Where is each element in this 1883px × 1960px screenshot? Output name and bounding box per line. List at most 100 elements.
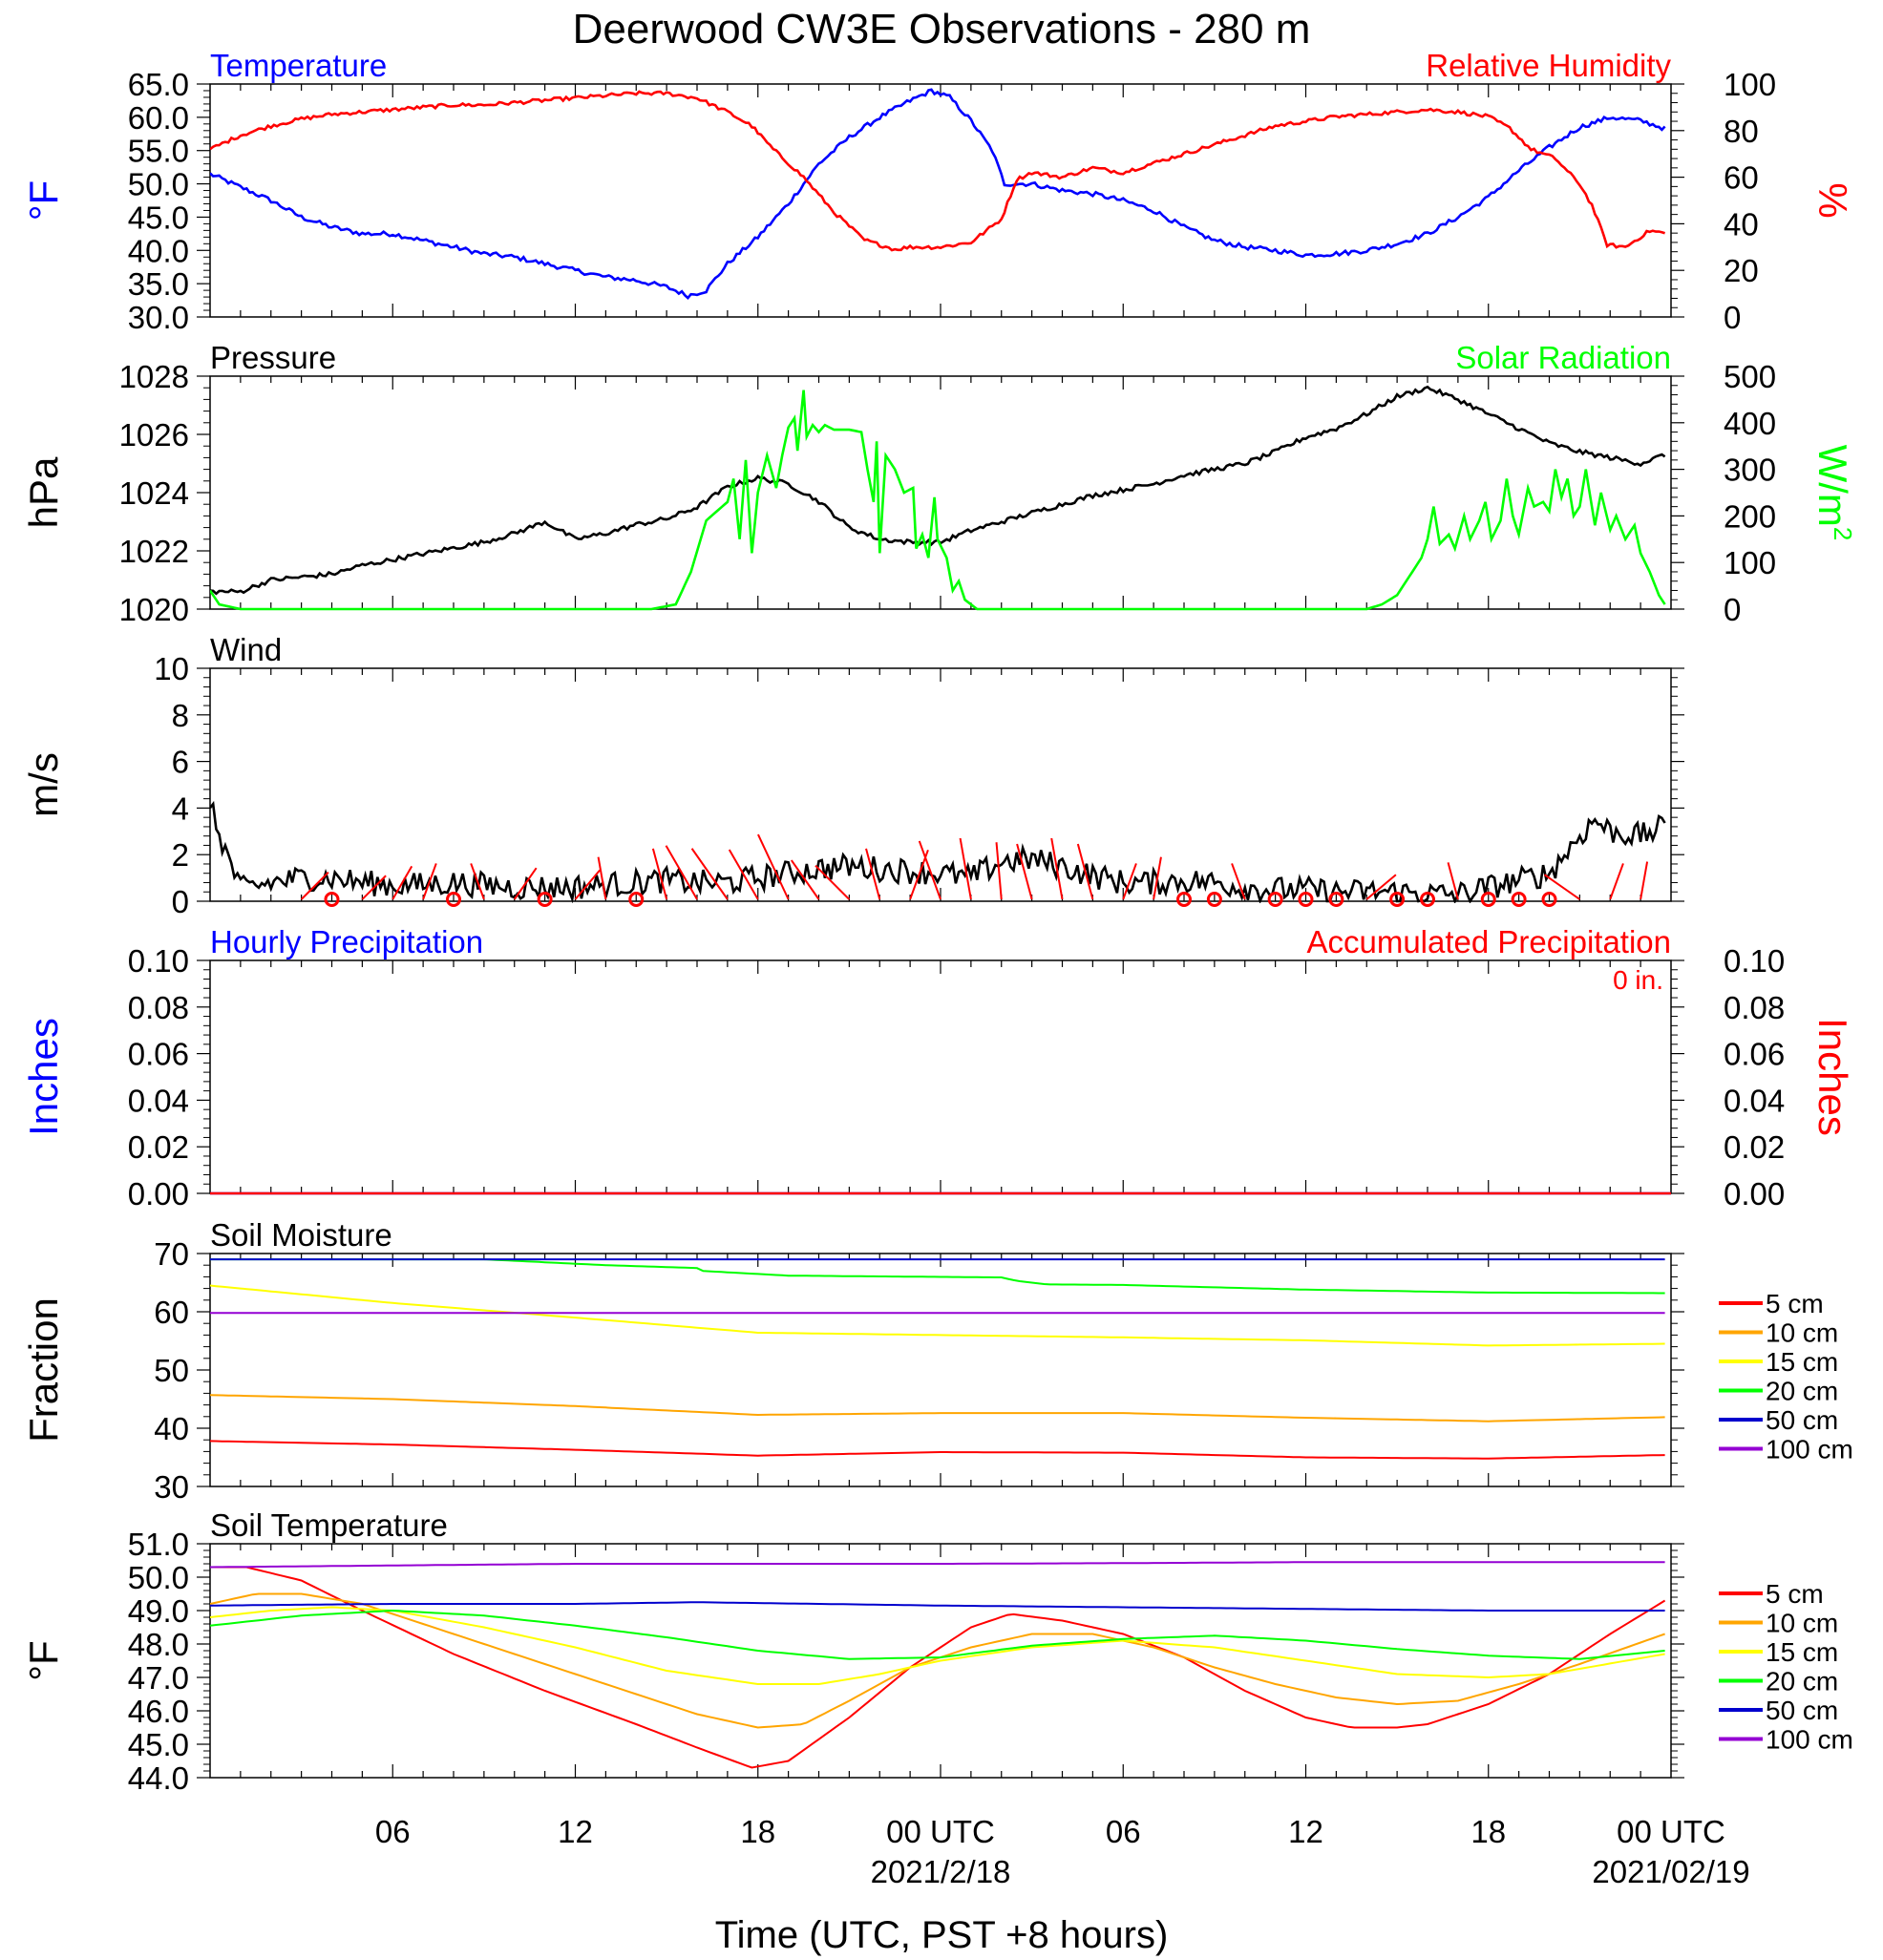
y-axis-title-right: W/m2 (1810, 445, 1857, 541)
wind-barb (1016, 843, 1033, 900)
y-right-tick-label: 40 (1724, 206, 1759, 242)
y-axis-title-left: Inches (21, 1018, 66, 1136)
y-left-tick-label: 1026 (119, 417, 189, 453)
panel-title-left: Hourly Precipitation (210, 924, 483, 959)
panel-title-left: Wind (210, 632, 282, 667)
legend-label: 10 cm (1766, 1318, 1838, 1348)
calm-wind-marker (537, 892, 553, 907)
wind-barb (757, 833, 790, 900)
x-tick-label: 18 (1470, 1814, 1506, 1849)
legend-label: 10 cm (1766, 1609, 1838, 1638)
y-left-tick-label: 40 (154, 1411, 189, 1446)
y-left-tick-label: 1020 (119, 592, 189, 627)
legend-label: 50 cm (1766, 1405, 1838, 1435)
y-left-tick-label: 44.0 (128, 1760, 189, 1796)
y-right-tick-label: 400 (1724, 406, 1776, 441)
panel-temp-rh: 30.035.040.045.050.055.060.065.0 0 20 40 60 8… (21, 48, 1855, 335)
panel-title-left: Soil Temperature (210, 1507, 448, 1543)
wind-barb (1365, 874, 1397, 900)
panel-title-right: Relative Humidity (1426, 48, 1671, 83)
plot-frame (209, 83, 1672, 318)
y-right-tick-label: 80 (1724, 114, 1759, 149)
y-axis-title-right: % (1810, 182, 1855, 218)
panel-title-left: Soil Moisture (210, 1217, 392, 1253)
wind-barb (597, 856, 607, 900)
series-line-15-cm (210, 1284, 1665, 1347)
y-left-tick-label: 0.10 (128, 943, 189, 979)
calm-wind-marker (324, 892, 340, 907)
y-left-tick-label: 4 (172, 790, 189, 826)
wind-barb (513, 867, 538, 900)
wind-barb (918, 840, 942, 900)
plot-frame (209, 667, 1672, 902)
y-axis-title-right-text: W/m (1810, 445, 1855, 527)
series-line-5-cm (210, 1440, 1665, 1460)
x-date-label: 2021/2/18 (871, 1854, 1011, 1889)
series-line-pressure (210, 385, 1666, 596)
calm-wind-marker (1389, 892, 1406, 907)
accumulated-total-label: 0 in. (1613, 965, 1663, 995)
calm-wind-marker (628, 892, 645, 907)
calm-wind-marker (1541, 892, 1557, 907)
y-left-tick-label: 2 (172, 837, 189, 873)
wind-barb (574, 869, 601, 900)
plot-frame (209, 959, 1672, 1194)
y-left-tick-label: 0.06 (128, 1037, 189, 1072)
series-line-50-cm (210, 1601, 1665, 1612)
y-left-tick-label: 30 (154, 1469, 189, 1505)
y-left-tick-label: 1022 (119, 534, 189, 569)
y-right-tick-label: 200 (1724, 498, 1776, 534)
y-left-tick-label: 51.0 (128, 1527, 189, 1562)
legend-label: 100 cm (1766, 1725, 1853, 1755)
y-left-tick-label: 60.0 (128, 100, 189, 136)
figure-title: Deerwood CW3E Observations - 280 m (573, 6, 1311, 53)
panels: 30.035.040.045.050.055.060.065.002040608… (21, 48, 1857, 1796)
wind-barb (791, 859, 820, 900)
series-line-20-cm (210, 1609, 1665, 1660)
y-right-tick-label: 0.06 (1724, 1037, 1785, 1072)
calm-wind-marker (1298, 892, 1314, 907)
wind-barb (1122, 863, 1137, 900)
wind-barb (665, 845, 698, 900)
calm-wind-marker (1480, 892, 1496, 907)
y-left-tick-label: 50.0 (128, 1560, 189, 1595)
y-left-tick-label: 46.0 (128, 1694, 189, 1729)
wind-barb (651, 848, 668, 900)
y-axis-title-left: °F (21, 180, 66, 221)
y-left-tick-label: 55.0 (128, 134, 189, 169)
wind-barb (1543, 874, 1580, 900)
y-left-tick-label: 65.0 (128, 67, 189, 102)
x-axis-labels: 06 12 18 00 UTC 06 12 18 00 UTC 2021/2/18 2021/02… (375, 1814, 1750, 1889)
x-date-label: 2021/02/19 (1592, 1854, 1749, 1889)
y-right-tick-label: 300 (1724, 453, 1776, 488)
y-axis-title-left: Fraction (21, 1297, 66, 1443)
wind-barb (1609, 863, 1624, 900)
y-left-tick-label: 50.0 (128, 167, 189, 202)
y-right-tick-label: 0 (1724, 300, 1741, 335)
y-left-tick-label: 0.08 (128, 990, 189, 1025)
y-axis-title-right-text: Inches (1810, 1018, 1855, 1136)
legend-label: 20 cm (1766, 1667, 1838, 1697)
panel-pressure-solar: 1020 1022 1024 1026 1028 0 100 200 300 400 500 Pres… (21, 340, 1857, 627)
series-line-solar-radiation (210, 390, 1666, 611)
wind-barb (728, 849, 759, 900)
wind-barb (361, 875, 387, 900)
x-tick-label: 12 (1288, 1814, 1323, 1849)
y-left-tick-label: 1024 (119, 475, 189, 511)
calm-wind-marker (446, 892, 461, 907)
y-left-tick-label: 45.0 (128, 200, 189, 235)
panel-title-left: Temperature (210, 48, 387, 83)
wind-barb (470, 863, 485, 900)
y-left-tick-label: 60 (154, 1295, 189, 1330)
calm-wind-marker (1420, 892, 1435, 907)
x-tick-label: 06 (375, 1814, 411, 1849)
legend-label: 50 cm (1766, 1696, 1838, 1725)
y-left-tick-label: 30.0 (128, 300, 189, 335)
series-line-10-cm (210, 1394, 1665, 1423)
y-axis-title-left: hPa (21, 456, 66, 528)
wind-barb (690, 848, 729, 900)
y-right-tick-label: 0.02 (1724, 1129, 1785, 1165)
calm-wind-marker (1511, 892, 1527, 907)
panel-title-right: Solar Radiation (1455, 340, 1671, 375)
